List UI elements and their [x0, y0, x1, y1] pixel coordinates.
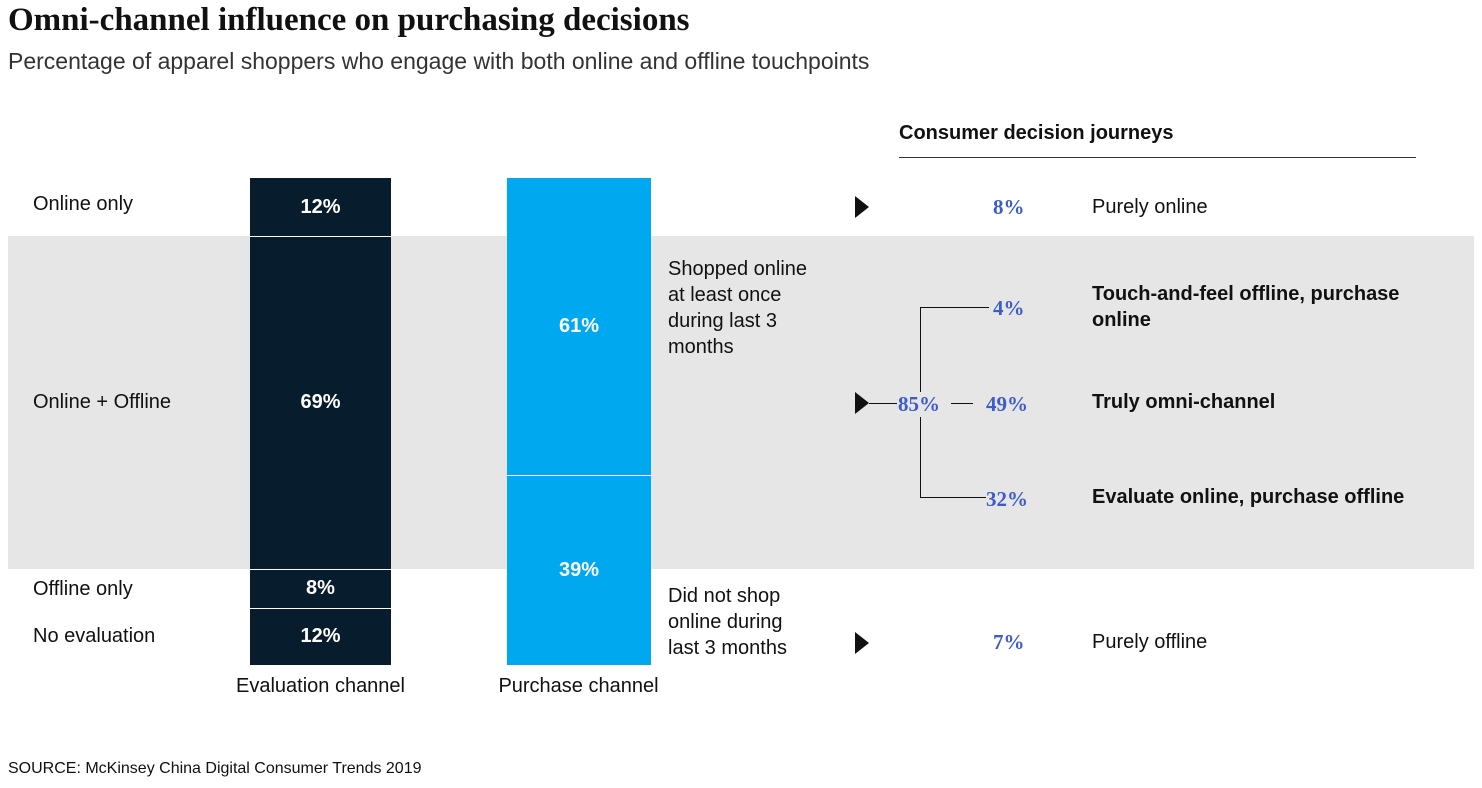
label-purely-online: Purely online: [1092, 196, 1208, 218]
bracket-bottom-line: [920, 497, 986, 498]
evaluation-segment-2-value: 69%: [300, 391, 341, 413]
evaluation-channel-label: Evaluation channel: [235, 675, 405, 697]
row-label-no-evaluation: No evaluation: [33, 625, 156, 647]
bracket-connector: [869, 403, 897, 404]
label-truly-omni: Truly omni-channel: [1092, 391, 1276, 413]
evaluation-segment-1: 12%: [250, 178, 391, 236]
evaluation-segment-divider: [250, 608, 391, 609]
evaluation-segment-divider: [250, 569, 391, 570]
pct-purely-offline: 7%: [993, 630, 1025, 654]
bracket-lower-vertical: [920, 417, 921, 497]
bracket-middle-line: [951, 403, 973, 404]
chart-title: Omni-channel influence on purchasing dec…: [8, 2, 690, 38]
pct-omni-total: 85%: [898, 392, 940, 416]
label-touch-feel: Touch-and-feel offline, purchase online: [1092, 283, 1400, 331]
arrow-purely-offline-icon: [855, 632, 869, 654]
label-evaluate-online: Evaluate online, purchase offline: [1092, 486, 1405, 508]
label-purely-offline: Purely offline: [1092, 631, 1208, 653]
pct-purely-online: 8%: [993, 195, 1025, 219]
evaluation-segment-3: 8%: [250, 569, 391, 608]
journeys-heading: Consumer decision journeys: [899, 122, 1174, 144]
evaluation-segment-2: 69%: [250, 236, 391, 569]
note-did-not-shop-online: Did not shop online during last 3 months: [668, 585, 787, 659]
evaluation-segment-3-value: 8%: [306, 577, 335, 599]
purchase-segment-divider: [507, 475, 651, 476]
pct-touch-feel: 4%: [993, 296, 1025, 320]
bracket-upper-vertical: [920, 307, 921, 392]
pct-evaluate-online: 32%: [986, 487, 1028, 511]
journeys-rule: [899, 157, 1416, 158]
purchase-segment-1-value: 61%: [558, 315, 600, 337]
evaluation-segment-4-value: 12%: [300, 625, 341, 647]
row-label-online-offline: Online + Offline: [33, 391, 172, 413]
chart-subtitle: Percentage of apparel shoppers who engag…: [8, 48, 870, 74]
evaluation-segment-4: 12%: [250, 608, 391, 665]
evaluation-segment-1-value: 12%: [300, 195, 341, 218]
purchase-segment-2-value: 39%: [558, 558, 600, 581]
purchase-segment-2: 39%: [507, 475, 651, 665]
arrow-purely-online-icon: [855, 196, 869, 218]
row-label-offline-only: Offline only: [33, 578, 133, 600]
arrow-omni-icon: [855, 392, 869, 414]
evaluation-channel-bar: 12% 69% 8% 12%: [250, 178, 391, 665]
purchase-channel-bar: 61% 39%: [507, 178, 651, 665]
note-shopped-online: Shopped online at least once during last…: [668, 258, 808, 358]
purchase-segment-1: 61%: [507, 178, 651, 475]
purchase-channel-label: Purchase channel: [498, 675, 659, 697]
source-note: SOURCE: McKinsey China Digital Consumer …: [8, 760, 422, 777]
evaluation-segment-divider: [250, 236, 391, 237]
pct-truly-omni: 49%: [986, 392, 1028, 416]
bracket-top-line: [920, 307, 989, 308]
row-label-online-only: Online only: [33, 193, 134, 215]
